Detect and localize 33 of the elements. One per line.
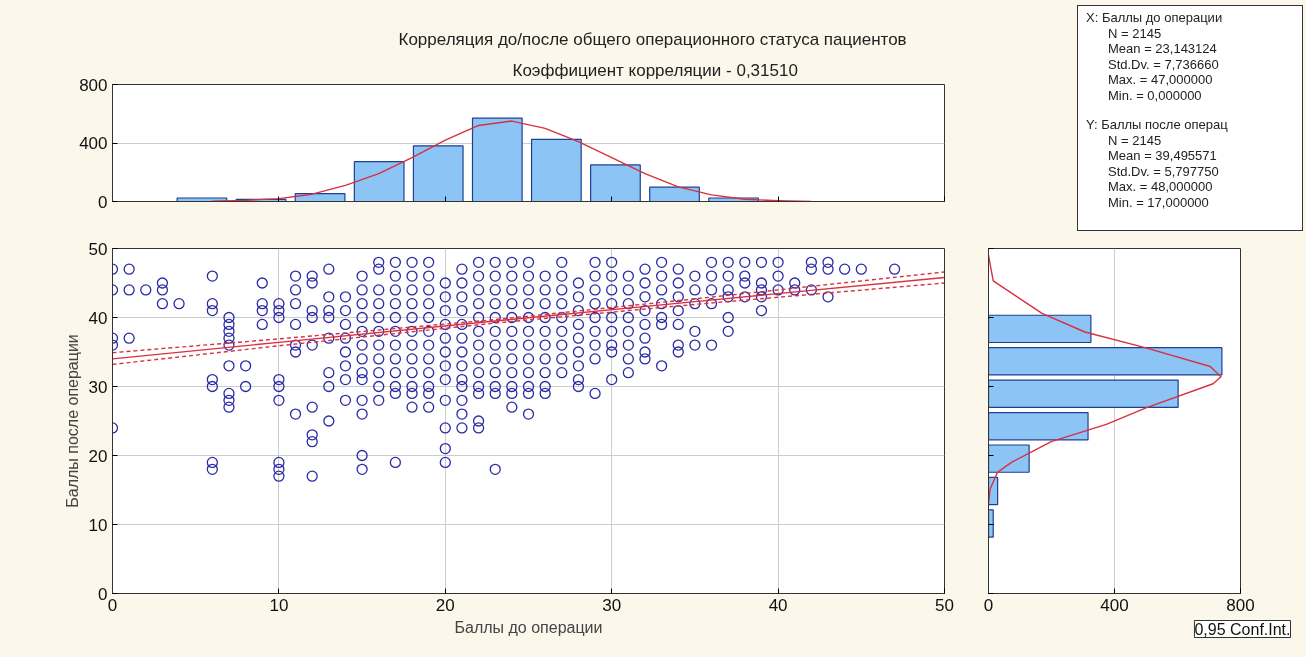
x-tick-label: 10 [269,595,289,615]
text: Std.Dv. = 5,797750 [1108,163,1220,179]
y-tick-label: 20 [88,446,108,466]
text: Std.Dv. = 7,736660 [1108,56,1220,72]
x-tick-label: 0 [983,595,994,615]
y-tick-label: 30 [88,377,108,397]
y-tick-label: 10 [88,515,108,535]
x-tick-label: 30 [602,595,622,615]
text: N = 2145 [1108,132,1163,148]
x-tick-label: 20 [435,595,455,615]
x-axis-title: Баллы до операции [454,618,603,636]
text: Mean = 23,143124 [1108,41,1218,57]
text: Max. = 48,000000 [1108,179,1214,195]
text: Y: Баллы после операц [1086,117,1229,133]
y-axis-title: Баллы после операции [63,334,81,508]
y-tick-label: 800 [79,75,108,95]
chart-subtitle: Коэффициент корреляции - 0,31510 [512,60,798,80]
y-tick-label: 400 [79,134,108,153]
text: Min. = 17,000000 [1108,194,1210,210]
x-tick-label: 400 [1100,595,1129,615]
text: Max. = 47,000000 [1108,72,1214,88]
x-tick-label: 50 [935,595,954,615]
text: Mean = 39,495571 [1108,148,1218,164]
text: 0,95 Conf.Int. [1194,620,1291,638]
x-tick-label: 800 [1226,595,1255,615]
y-tick-label: 40 [88,308,108,328]
y-tick-label: 0 [98,192,108,212]
text: X: Баллы до операции [1086,10,1224,26]
y-tick-label: 50 [88,239,108,259]
text: N = 2145 [1108,25,1163,41]
x-tick-label: 40 [768,595,788,615]
text: Min. = 0,000000 [1108,87,1203,103]
chart-title: Корреляция до/после общего операционного статуса пациентов [398,29,907,49]
